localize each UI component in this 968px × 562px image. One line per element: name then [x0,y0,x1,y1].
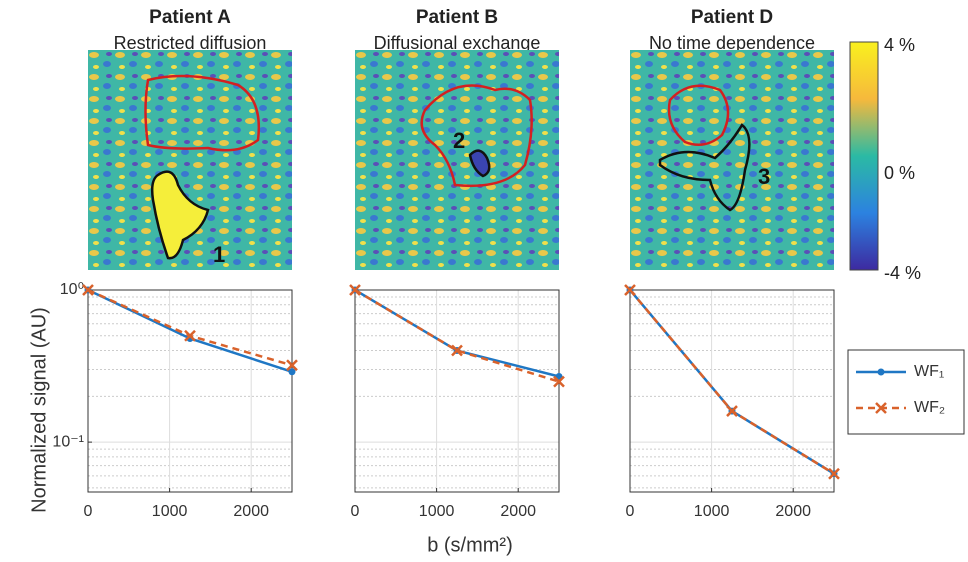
point [184,329,196,342]
region-label: 1 [213,242,225,267]
x-tick-label: 0 [626,503,635,520]
point [288,368,296,376]
chart-subtitle: No time dependence [649,33,815,53]
legend-marker [877,368,885,376]
point [553,375,565,388]
region-outline [144,74,260,152]
region-label: 3 [758,164,770,189]
region-outline [420,84,533,187]
point [349,284,361,296]
region-label: 2 [453,128,465,153]
plot-area [630,290,834,492]
plot-area [88,290,292,492]
region-outline [667,84,730,147]
series-line [354,288,560,383]
point [624,284,636,296]
legend-label: WF₁ [914,363,944,380]
point [286,359,298,372]
image-background [630,50,834,270]
x-tick-label: 1000 [419,503,455,520]
mri-image [88,50,292,270]
legend-marker [875,402,887,414]
point [828,467,840,480]
x-tick-label: 0 [351,503,360,520]
colorbar-label: 4 % [884,35,915,55]
x-axis-label: b (s/mm²) [427,534,513,556]
mri-image [355,50,559,270]
mri-image [630,50,834,270]
y-tick-label: 10⁰ [60,281,84,298]
x-tick-label: 1000 [152,503,188,520]
legend [847,349,965,435]
chart-title: Patient D [691,7,773,28]
colorbar [849,41,879,271]
point [82,284,94,296]
x-tick-label: 1000 [694,503,730,520]
image-background [355,50,559,270]
y-axis-label: Normalized signal (AU) [28,307,50,513]
axes-box [629,289,835,493]
chart-subtitle: Restricted diffusion [114,33,267,53]
colorbar-label: -4 % [884,263,921,283]
x-tick-label: 2000 [233,503,269,520]
legend-label: WF₂ [914,399,945,416]
region-outline [658,123,751,212]
plot-area [355,290,559,492]
chart-title: Patient B [416,7,498,28]
x-tick-label: 2000 [500,503,536,520]
point [726,405,738,417]
colorbar-label: 0 % [884,163,915,183]
x-tick-label: 0 [84,503,93,520]
x-tick-label: 2000 [775,503,811,520]
chart-subtitle: Diffusional exchange [374,33,541,53]
chart-title: Patient A [149,7,231,28]
axes-box [354,289,560,493]
y-tick-label: 10⁻¹ [52,433,84,450]
region-outline [150,170,210,260]
axes-box [87,289,293,493]
point [451,344,463,357]
region-outline [468,149,491,178]
